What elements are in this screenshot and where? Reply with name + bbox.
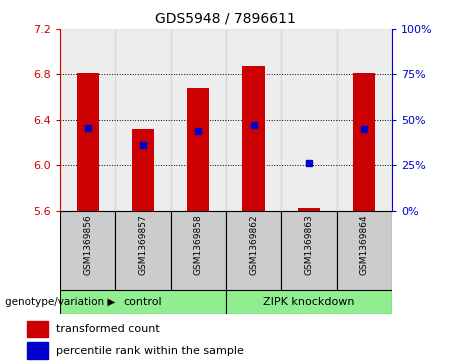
Text: ZIPK knockdown: ZIPK knockdown (263, 297, 355, 307)
Bar (281, 211, 337, 290)
Bar (60, 211, 115, 290)
Bar (171, 29, 226, 211)
Bar (115, 211, 171, 290)
Text: GSM1369856: GSM1369856 (83, 215, 92, 275)
Text: genotype/variation ▶: genotype/variation ▶ (5, 297, 115, 307)
Bar (226, 211, 281, 290)
Text: GSM1369863: GSM1369863 (304, 215, 313, 275)
Title: GDS5948 / 7896611: GDS5948 / 7896611 (155, 11, 296, 25)
Bar (27, 321, 48, 337)
Bar (132, 129, 154, 211)
Text: GSM1369862: GSM1369862 (249, 215, 258, 275)
Bar (337, 211, 392, 290)
Text: percentile rank within the sample: percentile rank within the sample (56, 346, 244, 356)
Bar (187, 88, 209, 211)
Bar (281, 29, 337, 211)
Bar (298, 208, 320, 211)
Bar (337, 29, 392, 211)
Text: control: control (124, 297, 162, 307)
Text: GSM1369864: GSM1369864 (360, 215, 369, 275)
Bar (353, 73, 375, 211)
Bar (27, 342, 48, 359)
Bar (77, 73, 99, 211)
Bar (226, 290, 392, 314)
Text: transformed count: transformed count (56, 324, 160, 334)
Text: GSM1369858: GSM1369858 (194, 215, 203, 275)
Bar (115, 29, 171, 211)
Bar (171, 211, 226, 290)
Bar (60, 29, 115, 211)
Bar (226, 29, 281, 211)
Text: GSM1369857: GSM1369857 (138, 215, 148, 275)
Bar (242, 66, 265, 211)
Bar (60, 290, 226, 314)
